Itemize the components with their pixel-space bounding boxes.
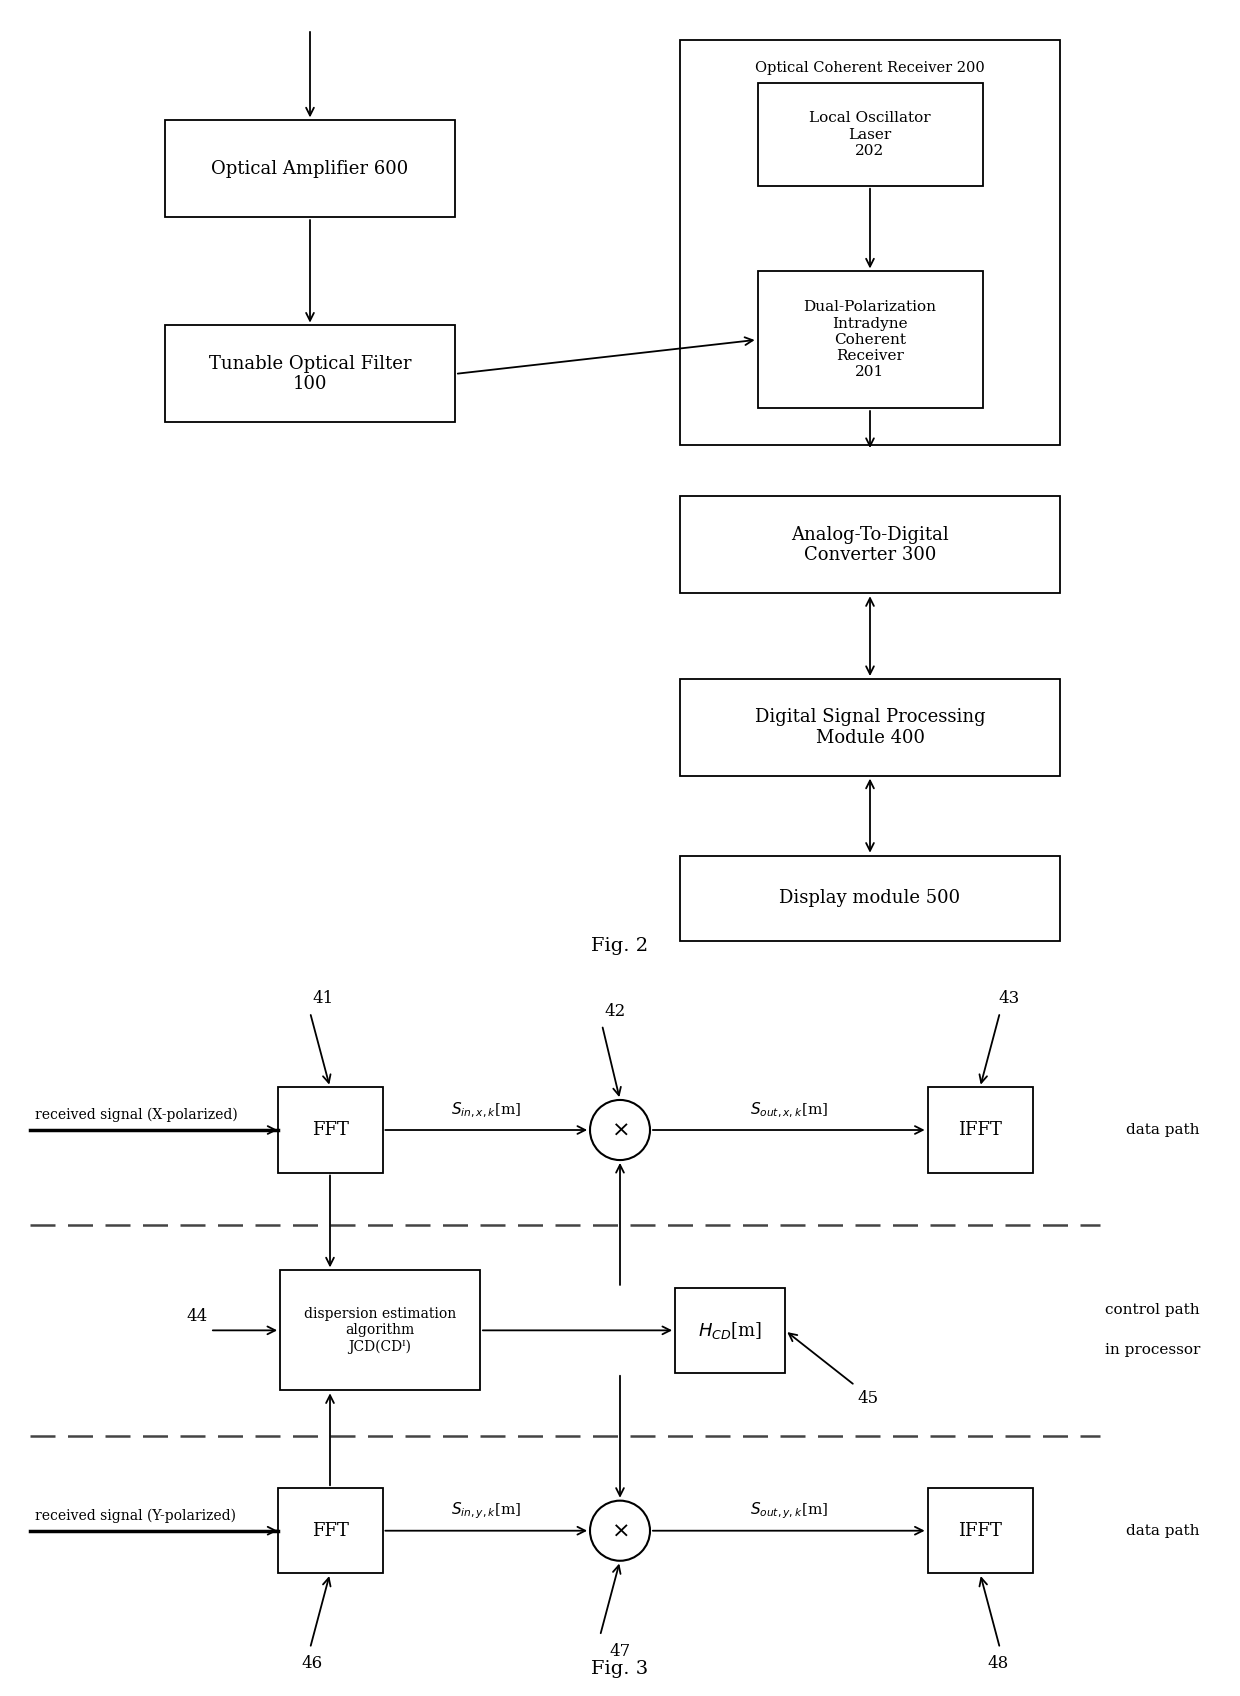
Text: $S_{in,x,k}$[m]: $S_{in,x,k}$[m] <box>451 1101 522 1119</box>
FancyBboxPatch shape <box>165 326 455 422</box>
Text: data path: data path <box>1126 1523 1200 1538</box>
Text: 48: 48 <box>987 1655 1008 1672</box>
Text: Optical Amplifier 600: Optical Amplifier 600 <box>211 159 409 178</box>
Text: Fig. 2: Fig. 2 <box>591 938 649 955</box>
Text: 46: 46 <box>301 1655 322 1672</box>
FancyBboxPatch shape <box>680 678 1060 775</box>
Circle shape <box>590 1501 650 1560</box>
Text: Display module 500: Display module 500 <box>780 889 961 907</box>
Text: Tunable Optical Filter
100: Tunable Optical Filter 100 <box>208 354 412 393</box>
FancyBboxPatch shape <box>758 271 982 409</box>
Text: IFFT: IFFT <box>959 1521 1002 1540</box>
FancyBboxPatch shape <box>928 1487 1033 1574</box>
Text: 41: 41 <box>312 990 334 1007</box>
Text: Local Oscillator
Laser
202: Local Oscillator Laser 202 <box>810 112 931 158</box>
Text: $\times$: $\times$ <box>611 1119 629 1140</box>
Text: FFT: FFT <box>311 1121 348 1140</box>
Text: 45: 45 <box>857 1391 878 1408</box>
FancyBboxPatch shape <box>278 1487 382 1574</box>
Text: 42: 42 <box>604 1002 625 1019</box>
FancyBboxPatch shape <box>928 1087 1033 1172</box>
FancyBboxPatch shape <box>280 1270 480 1391</box>
FancyBboxPatch shape <box>165 120 455 217</box>
Text: Digital Signal Processing
Module 400: Digital Signal Processing Module 400 <box>755 707 986 746</box>
Text: $S_{out,x,k}$[m]: $S_{out,x,k}$[m] <box>750 1101 828 1119</box>
Text: Dual-Polarization
Intradyne
Coherent
Receiver
201: Dual-Polarization Intradyne Coherent Rec… <box>804 300 936 380</box>
Text: Optical Coherent Receiver 200: Optical Coherent Receiver 200 <box>755 61 985 75</box>
Circle shape <box>590 1101 650 1160</box>
FancyBboxPatch shape <box>680 497 1060 594</box>
Text: received signal (X-polarized): received signal (X-polarized) <box>35 1107 238 1123</box>
Text: 47: 47 <box>609 1643 631 1660</box>
Text: $H_{CD}$[m]: $H_{CD}$[m] <box>698 1319 763 1342</box>
FancyBboxPatch shape <box>675 1287 785 1374</box>
Text: data path: data path <box>1126 1123 1200 1136</box>
Text: dispersion estimation
algorithm
JCD(CDᴵ): dispersion estimation algorithm JCD(CDᴵ) <box>304 1308 456 1353</box>
FancyBboxPatch shape <box>758 83 982 187</box>
Text: IFFT: IFFT <box>959 1121 1002 1140</box>
Text: $S_{out,y,k}$[m]: $S_{out,y,k}$[m] <box>750 1499 828 1521</box>
Text: Fig. 3: Fig. 3 <box>591 1660 649 1677</box>
Text: in processor: in processor <box>1105 1343 1200 1357</box>
Text: received signal (Y-polarized): received signal (Y-polarized) <box>35 1508 236 1523</box>
Text: $S_{in,y,k}$[m]: $S_{in,y,k}$[m] <box>451 1499 522 1521</box>
Text: $\times$: $\times$ <box>611 1521 629 1540</box>
Text: FFT: FFT <box>311 1521 348 1540</box>
Text: control path: control path <box>1105 1303 1200 1318</box>
FancyBboxPatch shape <box>680 855 1060 941</box>
Text: 43: 43 <box>998 990 1019 1007</box>
FancyBboxPatch shape <box>278 1087 382 1172</box>
Text: 44: 44 <box>187 1308 208 1325</box>
FancyBboxPatch shape <box>680 41 1060 444</box>
Text: Analog-To-Digital
Converter 300: Analog-To-Digital Converter 300 <box>791 526 949 565</box>
